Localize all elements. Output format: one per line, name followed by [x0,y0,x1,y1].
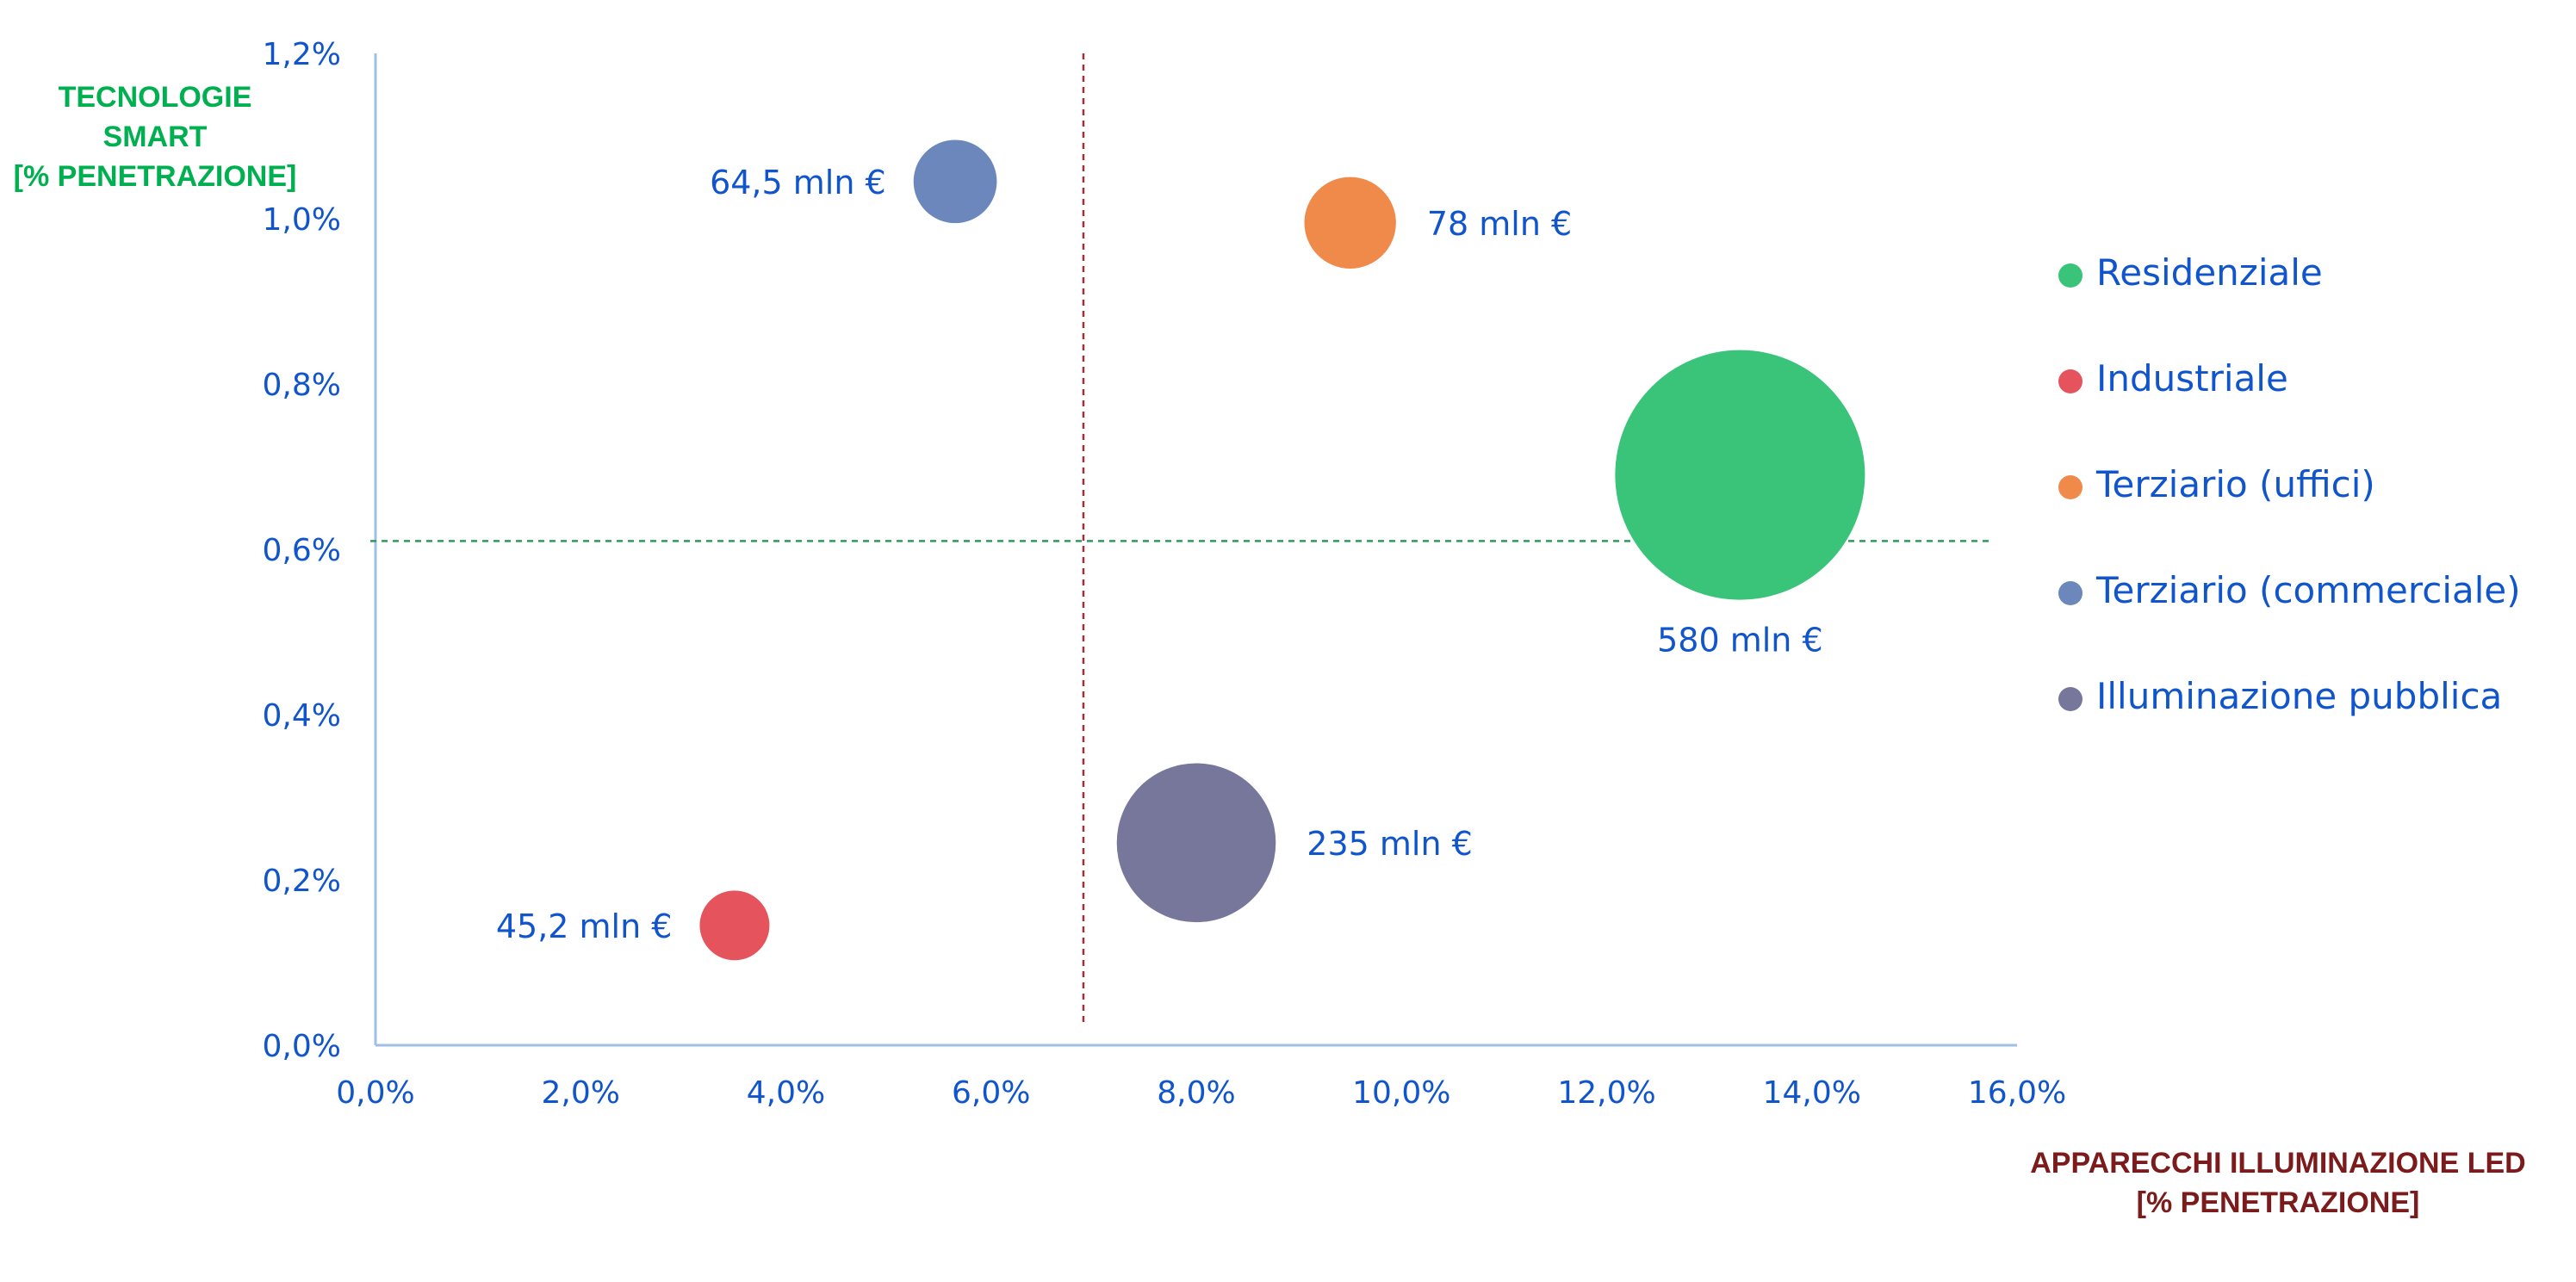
bubble [699,890,770,961]
legend-item-residenziale: Residenziale [2058,220,2521,325]
legend-marker [2058,263,2083,288]
legend-item-terziario-commerciale: Terziario (commerciale) [2058,537,2521,643]
x-tick-label: 2,0% [542,1075,620,1111]
legend-marker [2058,474,2083,499]
bubble [913,139,997,224]
y-axis-title-line: [% PENETRAZIONE] [13,160,297,193]
legend-marker [2058,686,2083,711]
legend-label: Industriale [2096,357,2288,399]
x-tick-label: 14,0% [1763,1075,1861,1111]
legend-marker [2058,368,2083,393]
y-tick-label: 0,0% [263,1029,341,1064]
y-axis-title: TECNOLOGIE SMART [% PENETRAZIONE] [0,77,310,196]
x-tick-label: 12,0% [1557,1075,1655,1111]
x-axis-title-line: [% PENETRAZIONE] [2136,1186,2420,1219]
bubble-data-label: 78 mln € [1427,205,1572,243]
x-tick-label: 4,0% [747,1075,825,1111]
legend-marker [2058,580,2083,605]
legend-item-terziario-uffici: Terziario (uffici) [2058,431,2521,537]
y-tick-label: 0,8% [263,368,341,403]
y-tick-label: 0,2% [263,864,341,899]
x-tick-label: 0,0% [336,1075,414,1111]
x-axis-title: APPARECCHI ILLUMINAZIONE LED [% PENETRAZ… [1981,1143,2575,1223]
legend-label: Residenziale [2096,251,2323,294]
bubble-data-label: 45,2 mln € [496,907,673,945]
bubble [1304,177,1396,269]
legend-label: Terziario (uffici) [2096,463,2375,505]
bubble [1116,763,1276,923]
x-tick-label: 8,0% [1157,1075,1235,1111]
y-tick-label: 1,0% [263,202,341,238]
x-tick-label: 10,0% [1352,1075,1450,1111]
y-axis-title-line: SMART [102,121,208,153]
y-tick-label: 0,6% [263,533,341,568]
bubble [1615,350,1865,600]
legend-item-illuminazione-pubblica: Illuminazione pubblica [2058,643,2521,749]
bubble-data-label: 64,5 mln € [710,164,886,201]
x-tick-label: 16,0% [1968,1075,2066,1111]
y-tick-label: 0,4% [263,698,341,734]
legend-label: Illuminazione pubblica [2096,675,2503,717]
legend-item-industriale: Industriale [2058,325,2521,431]
y-axis-title-line: TECNOLOGIE [58,81,252,114]
legend: Residenziale Industriale Terziario (uffi… [2058,220,2521,749]
x-axis-title-line: APPARECCHI ILLUMINAZIONE LED [2030,1147,2526,1180]
bubble-data-label: 235 mln € [1307,825,1473,863]
legend-label: Terziario (commerciale) [2096,569,2521,611]
x-tick-label: 6,0% [952,1075,1030,1111]
y-tick-label: 1,2% [263,37,341,72]
bubble-data-label: 580 mln € [1657,622,1823,660]
